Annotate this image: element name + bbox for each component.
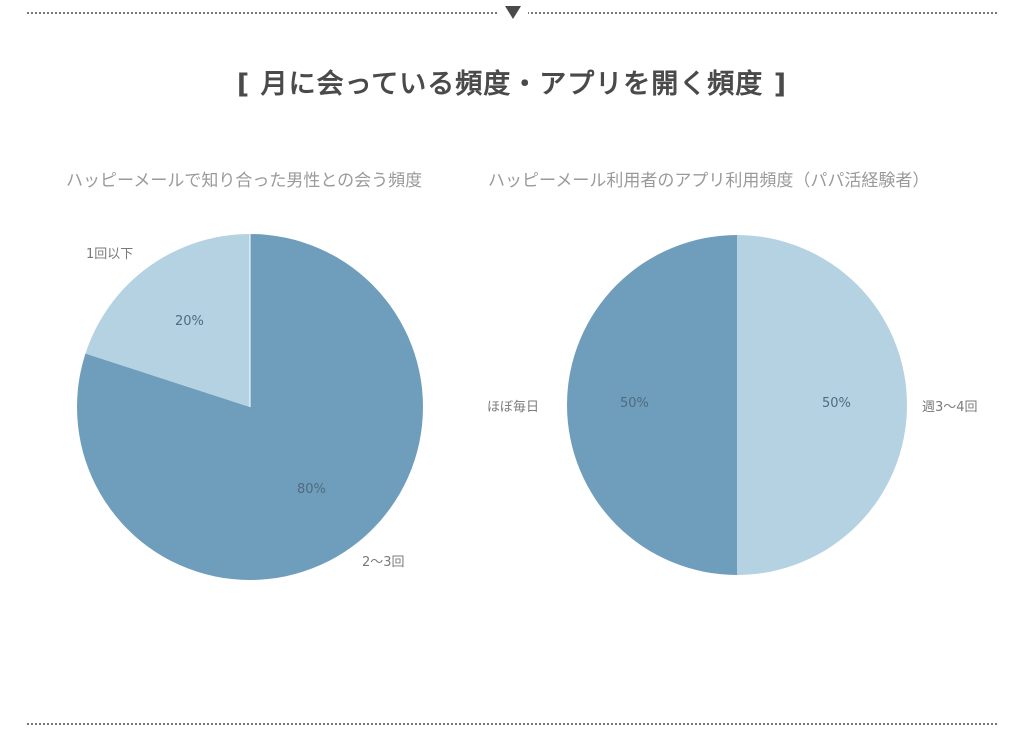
pie-slice-20 <box>85 234 250 407</box>
pie-chart-meeting-frequency <box>77 234 424 580</box>
legend-label-almost-daily: ほぼ毎日 <box>487 400 540 415</box>
chart-title-meeting-frequency: ハッピーメールで知り合った男性との会う頻度 <box>66 171 423 191</box>
pct-label-50-right: 50% <box>822 396 851 411</box>
pie-slice-daily <box>567 235 737 575</box>
pie-slice-3-4-weekly <box>737 235 907 575</box>
legend-label-3-4-weekly: 週3〜4回 <box>922 400 978 415</box>
down-triangle-icon <box>505 6 521 19</box>
legend-label-2-3-times: 2〜3回 <box>362 555 405 570</box>
pct-label-80: 80% <box>297 482 326 497</box>
pct-label-50-left: 50% <box>620 396 649 411</box>
page-title: [ 月に会っている頻度・アプリを開く頻度 ] <box>236 69 788 100</box>
pct-label-20: 20% <box>175 314 204 329</box>
legend-label-once-or-less: 1回以下 <box>86 247 134 262</box>
bottom-dotted-divider <box>27 723 997 725</box>
chart-title-app-usage: ハッピーメール利用者のアプリ利用頻度（パパ活経験者） <box>488 171 930 191</box>
pie-chart-app-usage <box>567 235 907 575</box>
